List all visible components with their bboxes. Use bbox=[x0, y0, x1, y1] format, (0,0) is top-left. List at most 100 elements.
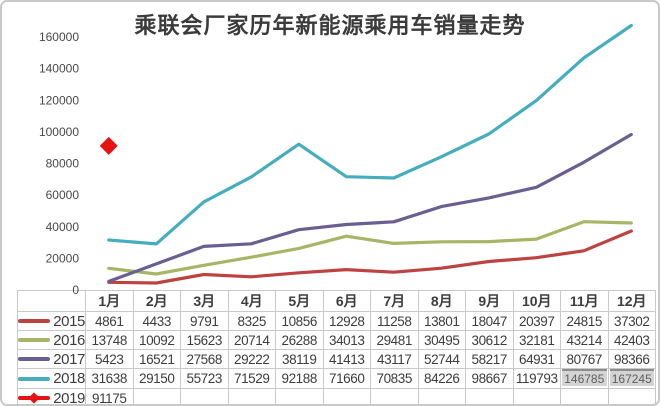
table-cell: 15623 bbox=[180, 330, 229, 350]
chart-title: 乘联会厂家历年新能源乘用车销量走势 bbox=[134, 13, 526, 38]
table-cell: 80767 bbox=[560, 349, 609, 369]
y-axis-tick-label: 40000 bbox=[46, 220, 80, 234]
month-header: 9月 bbox=[465, 290, 514, 312]
table-cell: 43214 bbox=[560, 330, 609, 350]
table-cell: 29222 bbox=[227, 349, 276, 369]
series-line-2018 bbox=[107, 23, 633, 246]
table-cell bbox=[180, 388, 229, 406]
table-cell: 4861 bbox=[85, 311, 134, 331]
legend-line-icon bbox=[18, 376, 51, 381]
table-cell: 41413 bbox=[322, 349, 371, 369]
legend-cell-2016: 2016 bbox=[17, 330, 86, 350]
table-cell: 52744 bbox=[417, 349, 466, 369]
series-2019-diamond-marker bbox=[99, 136, 118, 155]
table-cell bbox=[275, 388, 324, 406]
month-header: 4月 bbox=[227, 290, 276, 312]
legend-line-icon bbox=[18, 392, 51, 404]
table-header-row: 1月 2月 3月 4月 5月 6月 7月 8月 9月 10月 11月 12月 bbox=[17, 290, 656, 312]
legend-cell-2018: 2018 bbox=[17, 368, 86, 389]
series-year-label: 2015 bbox=[53, 312, 85, 330]
edited-value: 167245 bbox=[609, 369, 654, 386]
table-row: 2015 4861 4433 9791 8325 10856 12928 11258 13801… bbox=[17, 311, 656, 331]
table-cell bbox=[227, 388, 276, 406]
series-line-2016 bbox=[107, 220, 633, 276]
table-cell: 119793 bbox=[512, 368, 561, 389]
y-axis-tick-label: 120000 bbox=[39, 93, 79, 107]
table-row: 2017 5423 16521 27568 29222 38119 41413 43117 52… bbox=[17, 349, 656, 369]
table-cell: 30495 bbox=[417, 330, 466, 350]
table-cell: 16521 bbox=[132, 349, 181, 369]
month-header: 8月 bbox=[417, 290, 466, 312]
table-cell: 32181 bbox=[512, 330, 561, 350]
table-cell bbox=[607, 388, 656, 406]
legend-cell-2015: 2015 bbox=[17, 311, 86, 331]
month-header: 10月 bbox=[512, 290, 561, 312]
table-cell-edited: 146785 bbox=[560, 368, 609, 389]
series-line-2015 bbox=[107, 229, 633, 285]
legend-line-icon bbox=[18, 338, 51, 342]
table-cell: 71660 bbox=[322, 368, 371, 389]
y-axis-tick-label: 140000 bbox=[39, 62, 79, 76]
table-cell: 29150 bbox=[132, 368, 181, 389]
table-cell bbox=[132, 388, 181, 406]
table-cell: 58217 bbox=[465, 349, 514, 369]
table-cell: 12928 bbox=[322, 311, 371, 331]
month-header: 7月 bbox=[370, 290, 419, 312]
month-header: 11月 bbox=[560, 290, 609, 312]
table-cell: 92188 bbox=[275, 368, 324, 389]
table-cell bbox=[465, 388, 514, 406]
table-cell: 20397 bbox=[512, 311, 561, 331]
table-cell: 11258 bbox=[370, 311, 419, 331]
month-header: 3月 bbox=[180, 290, 229, 312]
table-cell: 10092 bbox=[132, 330, 181, 350]
table-cell: 37302 bbox=[607, 311, 656, 331]
legend-diamond-icon bbox=[28, 392, 40, 404]
series-year-label: 2019 bbox=[53, 389, 85, 406]
table-cell: 71529 bbox=[227, 368, 276, 389]
table-cell: 98366 bbox=[607, 349, 656, 369]
table-cell: 84226 bbox=[417, 368, 466, 389]
table-cell: 13748 bbox=[85, 330, 134, 350]
table-cell: 70835 bbox=[370, 368, 419, 389]
table-corner-cell bbox=[17, 290, 86, 312]
table-cell: 10856 bbox=[275, 311, 324, 331]
month-header: 1月 bbox=[85, 290, 134, 312]
table-cell: 18047 bbox=[465, 311, 514, 331]
table-cell: 9791 bbox=[180, 311, 229, 331]
legend-cell-2019: 2019 bbox=[17, 388, 86, 406]
series-year-label: 2017 bbox=[53, 350, 85, 368]
series-line-2017 bbox=[107, 132, 633, 283]
table-cell bbox=[512, 388, 561, 406]
legend-line-icon bbox=[18, 357, 51, 361]
table-cell: 27568 bbox=[180, 349, 229, 369]
table-cell: 43117 bbox=[370, 349, 419, 369]
edited-value: 146785 bbox=[562, 369, 607, 386]
table-row: 2016 13748 10092 15623 20714 26288 34013 29481 3… bbox=[17, 330, 656, 350]
table-cell-edited: 167245 bbox=[607, 368, 656, 389]
table-cell: 26288 bbox=[275, 330, 324, 350]
y-axis-tick-label: 60000 bbox=[46, 188, 80, 202]
table-cell: 20714 bbox=[227, 330, 276, 350]
y-axis-tick-label: 80000 bbox=[46, 157, 80, 171]
table-cell bbox=[417, 388, 466, 406]
table-cell: 8325 bbox=[227, 311, 276, 331]
table-cell bbox=[322, 388, 371, 406]
table-cell: 64931 bbox=[512, 349, 561, 369]
table-cell: 13801 bbox=[417, 311, 466, 331]
table-cell: 4433 bbox=[132, 311, 181, 331]
table-cell bbox=[560, 388, 609, 406]
table-cell: 24815 bbox=[560, 311, 609, 331]
data-table: 1月 2月 3月 4月 5月 6月 7月 8月 9月 10月 11月 12月 2015 4861 4433 9… bbox=[17, 290, 656, 406]
table-cell: 55723 bbox=[180, 368, 229, 389]
month-header: 12月 bbox=[607, 290, 656, 312]
table-cell: 91175 bbox=[85, 388, 134, 406]
month-header: 6月 bbox=[322, 290, 371, 312]
series-year-label: 2016 bbox=[53, 331, 85, 349]
table-cell: 30612 bbox=[465, 330, 514, 350]
table-row: 2018 31638 29150 55723 71529 92188 71660 70835 8… bbox=[17, 368, 656, 389]
table-cell: 29481 bbox=[370, 330, 419, 350]
table-cell: 5423 bbox=[85, 349, 134, 369]
table-cell: 34013 bbox=[322, 330, 371, 350]
legend-cell-2017: 2017 bbox=[17, 349, 86, 369]
